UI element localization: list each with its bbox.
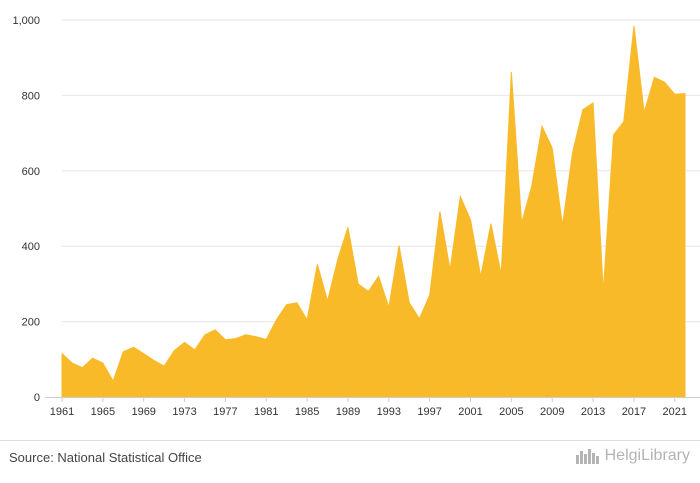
y-tick-label: 600 — [22, 166, 40, 178]
y-tick-label: 200 — [22, 317, 40, 329]
y-tick-label: 0 — [34, 392, 40, 404]
area-series — [61, 25, 686, 398]
helgilibrary-logo: HelgiLibrary — [575, 447, 690, 465]
x-tick-label: 1973 — [172, 406, 196, 418]
x-tick-label: 2001 — [458, 406, 482, 418]
x-tick-label: 1981 — [254, 406, 278, 418]
x-tick-label: 1989 — [336, 406, 360, 418]
x-axis-ticks: 1961 1965 1969 1973 1977 1981 1985 1989 1993 1997… — [50, 397, 687, 418]
x-tick-label: 1993 — [377, 406, 401, 418]
x-tick-label: 1977 — [213, 406, 237, 418]
x-tick-label: 2013 — [581, 406, 605, 418]
x-tick-label: 2021 — [663, 406, 687, 418]
x-tick-label: 2017 — [622, 406, 646, 418]
y-axis-ticks: 0 200 400 600 800 1,000 — [12, 15, 40, 404]
x-tick-label: 1961 — [50, 406, 74, 418]
logo-text: HelgiLibrary — [604, 447, 690, 464]
x-tick-label: 1997 — [417, 406, 441, 418]
footer-divider — [0, 440, 700, 441]
y-tick-label: 1,000 — [12, 15, 40, 27]
source-note: Source: National Statistical Office — [9, 450, 202, 465]
city-skyline-icon — [575, 449, 599, 464]
x-tick-label: 2005 — [499, 406, 523, 418]
x-tick-label: 2009 — [540, 406, 564, 418]
x-tick-label: 1969 — [131, 406, 155, 418]
x-tick-label: 1985 — [295, 406, 319, 418]
y-tick-label: 800 — [22, 90, 40, 102]
y-tick-label: 400 — [22, 241, 40, 253]
x-tick-label: 1965 — [91, 406, 115, 418]
